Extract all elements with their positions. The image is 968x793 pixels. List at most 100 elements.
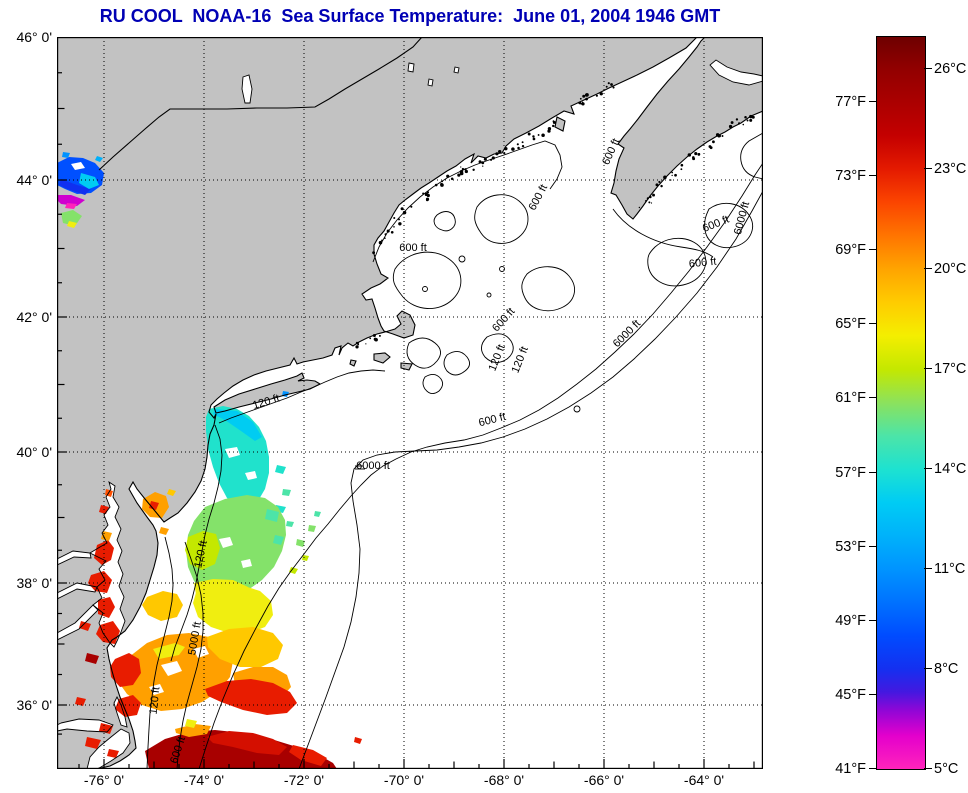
coast-island-speckle bbox=[378, 240, 383, 245]
sst-patch bbox=[207, 627, 283, 667]
coastline-novascotia bbox=[610, 37, 763, 220]
coast-island-speckle bbox=[746, 119, 749, 122]
colorbar-tick bbox=[869, 767, 877, 769]
sst-patch bbox=[85, 653, 99, 664]
colorbar-label-c: 14°C bbox=[934, 461, 967, 477]
coast-island-speckle bbox=[610, 83, 613, 86]
sst-patch bbox=[79, 621, 91, 631]
lon-label: -64° 0' bbox=[683, 772, 725, 788]
coast-island-speckle bbox=[464, 169, 468, 174]
sst-patch bbox=[302, 555, 309, 561]
colorbar-tick bbox=[869, 397, 877, 399]
sst-patch bbox=[286, 521, 294, 527]
coast-island-speckle bbox=[638, 206, 641, 209]
coast-island-speckle bbox=[498, 149, 502, 154]
sst-patch bbox=[94, 540, 114, 565]
sst-patch bbox=[275, 465, 286, 474]
sst-patch bbox=[265, 509, 279, 522]
coastline-nantucket bbox=[400, 362, 413, 371]
coast-island-speckle bbox=[649, 195, 652, 199]
coast-island-speckle bbox=[378, 334, 381, 337]
sst-patch bbox=[289, 745, 327, 766]
lon-label: -72° 0' bbox=[283, 772, 325, 788]
sst-patch bbox=[213, 409, 262, 441]
colorbar-label-f: 49°F bbox=[835, 612, 866, 629]
sst-patch bbox=[142, 591, 183, 621]
sst-patch bbox=[175, 724, 211, 737]
coast-island-speckle bbox=[715, 133, 720, 137]
coast-island-speckle bbox=[669, 179, 672, 181]
colorbar-tick bbox=[924, 468, 932, 469]
colorbar-tick bbox=[869, 471, 877, 473]
coast-island-speckle bbox=[712, 140, 715, 144]
lat-label: 44° 0' bbox=[16, 172, 52, 188]
bathymetry-contour-ring bbox=[422, 286, 428, 292]
colorbar-tick bbox=[869, 323, 877, 325]
sst-patch bbox=[62, 152, 70, 158]
contour-label: 6000 ft bbox=[356, 460, 390, 472]
coast-island-speckle bbox=[410, 205, 413, 208]
colorbar-label-f: 73°F bbox=[835, 168, 866, 185]
coast-island-speckle bbox=[708, 145, 712, 148]
coast-island-speckle bbox=[579, 97, 582, 100]
coast-island-speckle bbox=[655, 183, 659, 187]
sst-patch bbox=[65, 203, 77, 209]
colorbar-tick bbox=[869, 101, 877, 102]
coast-island-speckle bbox=[552, 124, 555, 128]
coast-island-speckle bbox=[440, 182, 443, 186]
sst-patch bbox=[241, 559, 252, 568]
coast-island-speckle bbox=[652, 193, 655, 197]
bathymetry-contour bbox=[443, 351, 470, 376]
colorbar-label-c: 8°C bbox=[934, 661, 959, 677]
sst-patch bbox=[289, 567, 298, 574]
bathymetry-contour bbox=[740, 132, 763, 180]
coast-island-speckle bbox=[481, 161, 485, 165]
lon-label: -68° 0' bbox=[483, 772, 525, 788]
coast-island-speckle bbox=[671, 171, 674, 174]
coast-island-speckle bbox=[694, 152, 698, 156]
land-grandmanan bbox=[555, 117, 565, 131]
lon-label: -76° 0' bbox=[83, 772, 125, 788]
land-mainland bbox=[57, 37, 697, 769]
bathymetry-contour bbox=[433, 211, 456, 232]
bathymetry-contour bbox=[474, 194, 529, 244]
coast-island-speckle bbox=[607, 82, 610, 85]
colorbar-tick bbox=[869, 175, 877, 177]
sst-patch bbox=[219, 537, 233, 548]
coast-island-speckle bbox=[446, 174, 450, 178]
figure-title: RU COOL NOAA-16 Sea Surface Temperature:… bbox=[99, 6, 721, 26]
coast-island-speckle bbox=[541, 133, 545, 137]
us-canada-border bbox=[98, 37, 423, 171]
coast-island-speckle bbox=[585, 97, 588, 101]
sst-patch bbox=[95, 156, 103, 162]
lat-label: 46° 0' bbox=[16, 29, 52, 45]
coast-island-speckle bbox=[483, 157, 487, 161]
contour-label: 120 ft bbox=[148, 686, 163, 715]
water-james bbox=[57, 605, 98, 640]
sst-patch bbox=[67, 221, 77, 228]
sst-patch bbox=[193, 585, 273, 633]
coast-island-speckle bbox=[582, 94, 586, 98]
bathymetry-contour bbox=[392, 251, 462, 309]
water-pamlico bbox=[87, 729, 130, 769]
coastline-mainland bbox=[57, 37, 698, 769]
shoreline-minas bbox=[709, 59, 763, 86]
coast-island-speckle bbox=[580, 102, 583, 105]
coast-island-speckle bbox=[355, 341, 359, 345]
coast-island-speckle bbox=[460, 166, 462, 168]
coast-island-speckle bbox=[735, 118, 739, 121]
bathymetry-contour bbox=[422, 374, 444, 394]
bathymetry-contour-ring bbox=[573, 405, 581, 413]
shoreline-champlain bbox=[241, 74, 253, 104]
coast-island-speckle bbox=[504, 146, 508, 151]
water-rappahannock bbox=[57, 583, 97, 599]
coast-island-speckle bbox=[450, 177, 454, 181]
colorbar-tick bbox=[924, 568, 932, 569]
coastline-longisland bbox=[213, 372, 322, 414]
coast-island-speckle bbox=[584, 93, 589, 97]
coast-island-speckle bbox=[692, 156, 695, 159]
coast-island-speckle bbox=[426, 191, 430, 194]
coast-island-speckle bbox=[646, 197, 650, 200]
coast-island-speckle bbox=[660, 184, 663, 188]
